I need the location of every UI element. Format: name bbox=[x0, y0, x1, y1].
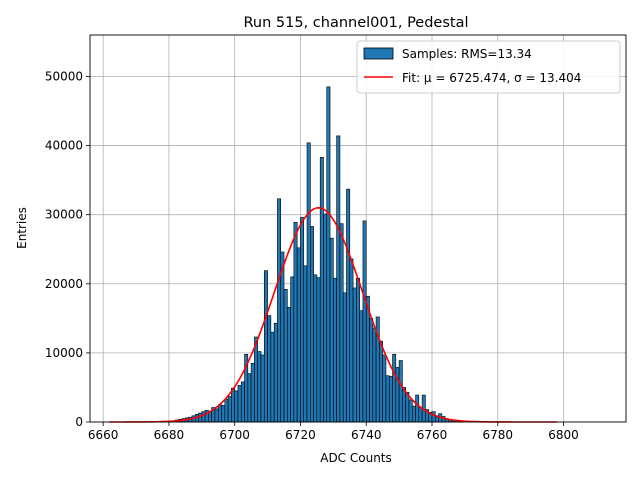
histogram-bar bbox=[257, 351, 262, 423]
histogram-bar bbox=[208, 411, 212, 423]
histogram-bar bbox=[411, 405, 416, 423]
x-tick-label: 6800 bbox=[548, 428, 579, 442]
chart-title: Run 515, channel001, Pedestal bbox=[243, 15, 468, 31]
histogram-bar bbox=[346, 188, 351, 423]
histogram-bar bbox=[323, 213, 328, 423]
histogram-bar bbox=[385, 375, 390, 423]
histogram-bar bbox=[217, 404, 222, 423]
histogram-bar bbox=[254, 336, 259, 423]
y-tick-label: 10000 bbox=[45, 346, 83, 360]
histogram-bar bbox=[362, 220, 367, 423]
histogram-bar bbox=[319, 157, 324, 423]
histogram-bar bbox=[316, 277, 321, 423]
histogram-bar bbox=[287, 306, 291, 423]
plot-frame bbox=[89, 34, 627, 423]
histogram-bar bbox=[369, 318, 374, 423]
histogram-bar bbox=[267, 315, 272, 423]
legend-swatch-samples bbox=[363, 47, 394, 60]
histogram-bar bbox=[313, 274, 318, 423]
histogram-bar bbox=[326, 86, 331, 423]
x-tick-label: 6780 bbox=[482, 428, 513, 442]
legend-label-samples: Samples: RMS=13.34 bbox=[402, 47, 532, 61]
legend-label-fit: Fit: μ = 6725.474, σ = 13.404 bbox=[402, 71, 581, 85]
histogram-bar bbox=[280, 251, 285, 423]
histogram-bar bbox=[227, 396, 232, 423]
histogram-bar bbox=[415, 394, 420, 423]
histogram-bar bbox=[198, 412, 203, 423]
histogram-bar bbox=[379, 340, 383, 423]
histogram-bar bbox=[221, 405, 226, 423]
histogram-bar bbox=[214, 408, 219, 423]
histogram-bar bbox=[408, 399, 413, 423]
x-tick-label: 6760 bbox=[417, 428, 448, 442]
y-tick-label: 20000 bbox=[45, 277, 83, 291]
histogram-bar bbox=[405, 391, 410, 423]
histogram-bar bbox=[300, 217, 305, 423]
histogram-bar bbox=[234, 390, 239, 423]
histogram-bar bbox=[247, 373, 252, 423]
histogram-bar bbox=[388, 376, 393, 423]
histogram-bars bbox=[171, 86, 462, 423]
histogram-bar bbox=[303, 265, 308, 423]
histogram-bar bbox=[356, 277, 360, 423]
histogram-bar bbox=[306, 142, 311, 423]
histogram-bar bbox=[224, 398, 229, 423]
histogram-bar bbox=[382, 354, 387, 423]
histogram-bar bbox=[392, 353, 397, 423]
y-axis-label: Entries bbox=[15, 207, 29, 249]
histogram-bar bbox=[277, 198, 282, 423]
x-tick-label: 6740 bbox=[351, 428, 382, 442]
x-tick-label: 6660 bbox=[88, 428, 119, 442]
histogram-bar bbox=[352, 287, 357, 423]
legend: Samples: RMS=13.34 Fit: μ = 6725.474, σ … bbox=[356, 40, 621, 94]
histogram-bar bbox=[201, 411, 206, 423]
x-axis-label: ADC Counts bbox=[320, 451, 392, 465]
histogram-bar bbox=[290, 276, 295, 423]
histogram-bar bbox=[260, 354, 265, 423]
histogram-bar bbox=[431, 411, 436, 423]
histogram-bar bbox=[240, 381, 245, 423]
histogram-bar bbox=[250, 362, 255, 423]
histogram-bar bbox=[339, 223, 344, 423]
histogram-bar bbox=[398, 360, 403, 423]
histogram-bar bbox=[372, 327, 377, 423]
histogram-bar bbox=[342, 292, 347, 423]
histogram-bar bbox=[283, 289, 288, 423]
histogram-bar bbox=[359, 310, 364, 423]
histogram-bar bbox=[336, 135, 341, 423]
x-tick-label: 6700 bbox=[219, 428, 250, 442]
y-tick-label: 30000 bbox=[45, 208, 83, 222]
y-tick-label: 40000 bbox=[45, 139, 83, 153]
histogram-bar bbox=[293, 221, 298, 423]
histogram-bar bbox=[329, 237, 334, 423]
y-tick-label: 50000 bbox=[45, 69, 83, 83]
histogram-bar bbox=[310, 226, 314, 423]
histogram-bar bbox=[270, 331, 275, 423]
histogram-bar bbox=[237, 385, 242, 423]
histogram-bar bbox=[231, 387, 235, 423]
y-tick-label: 0 bbox=[75, 415, 83, 429]
histogram-bar bbox=[273, 322, 278, 423]
histogram-bar bbox=[349, 258, 354, 423]
legend-box bbox=[356, 40, 621, 94]
histogram-bar bbox=[296, 247, 301, 423]
histogram-bar bbox=[418, 407, 423, 423]
y-axis: 0 10000 20000 30000 40000 50000 bbox=[45, 69, 90, 429]
x-axis: 6660 6680 6700 6720 6740 6760 6780 6800 bbox=[88, 422, 579, 442]
x-tick-label: 6680 bbox=[154, 428, 185, 442]
histogram-bar bbox=[365, 295, 370, 423]
histogram-bar bbox=[402, 387, 406, 423]
histogram-bar bbox=[263, 270, 268, 423]
x-tick-label: 6720 bbox=[285, 428, 316, 442]
histogram-bar bbox=[333, 277, 337, 423]
